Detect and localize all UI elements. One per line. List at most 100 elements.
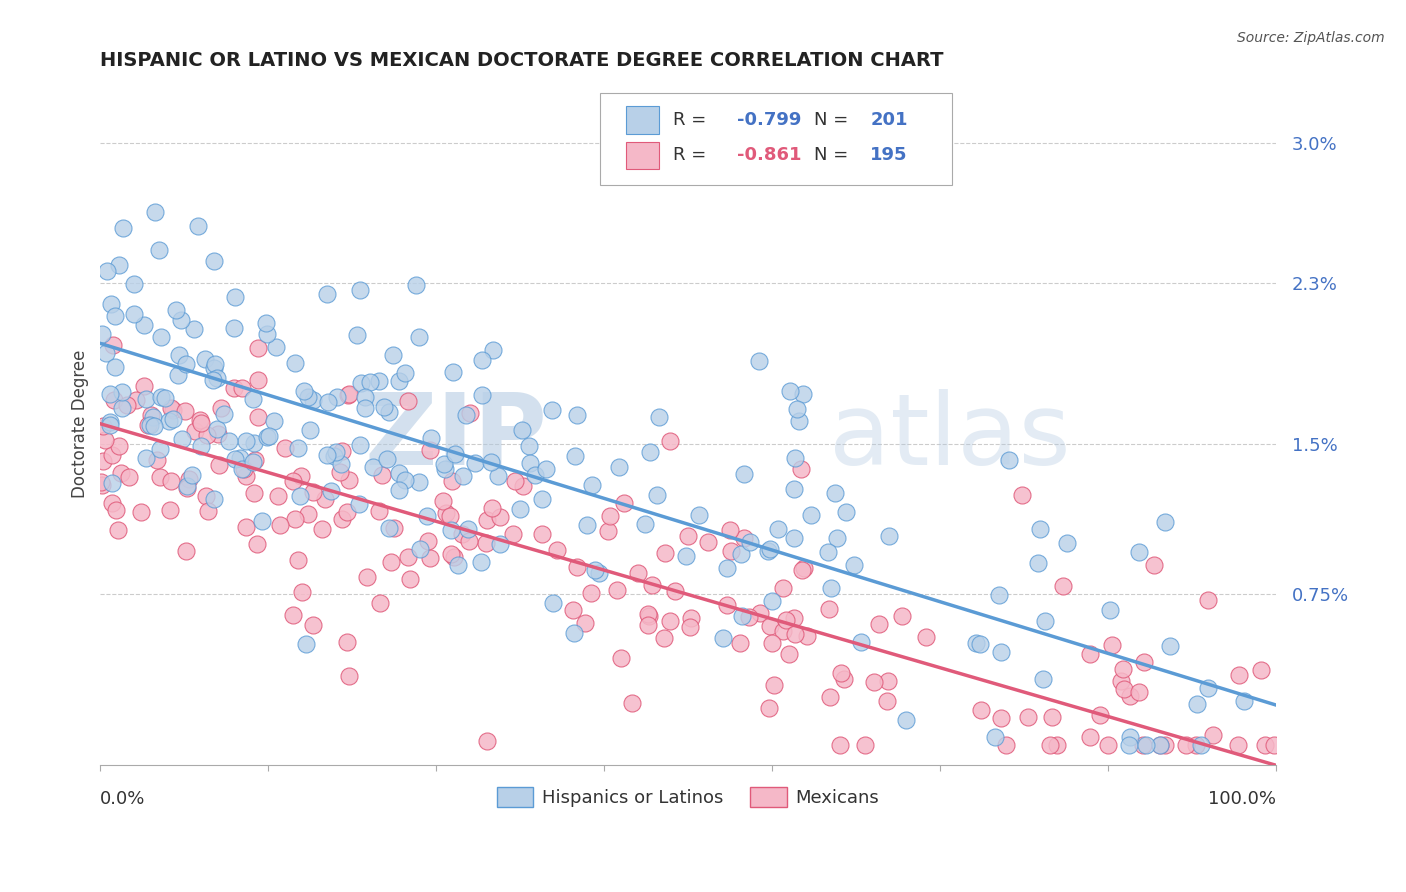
Point (98, 417, 121, 432)
Point (91, 419, 114, 434)
Point (652, 631, 675, 645)
Point (202, 361, 225, 376)
Point (818, 690, 841, 704)
Point (316, 448, 339, 462)
Point (896, 713, 918, 727)
Point (250, 514, 273, 528)
Point (146, 452, 169, 467)
Point (214, 407, 236, 421)
Point (148, 442, 170, 456)
Point (464, 456, 486, 470)
Point (101, 496, 124, 510)
Point (295, 637, 318, 651)
Point (766, 522, 789, 536)
Text: R =: R = (672, 146, 711, 164)
Point (176, 481, 198, 495)
Point (730, 547, 752, 561)
Point (118, 470, 141, 484)
Point (337, 669, 360, 683)
Point (434, 507, 457, 521)
Text: ZIP: ZIP (364, 389, 547, 486)
Point (266, 340, 288, 354)
Point (830, 666, 852, 681)
Point (1202, 728, 1225, 742)
Point (235, 520, 257, 534)
Point (274, 442, 297, 456)
Point (1099, 603, 1122, 617)
Point (419, 430, 441, 444)
Point (162, 412, 184, 426)
Point (235, 434, 257, 448)
Point (222, 380, 245, 394)
Point (267, 489, 290, 503)
Point (588, 566, 610, 580)
Point (141, 408, 163, 422)
Point (256, 326, 278, 341)
Point (378, 521, 401, 535)
Point (124, 307, 146, 321)
Point (370, 467, 392, 482)
Text: R =: R = (672, 111, 711, 129)
Point (287, 553, 309, 567)
Point (740, 535, 762, 549)
Point (579, 586, 602, 600)
Point (458, 406, 481, 420)
Point (638, 444, 661, 458)
Point (1040, 710, 1063, 724)
Point (876, 694, 898, 708)
Point (174, 357, 197, 371)
Point (382, 348, 405, 362)
Point (143, 419, 166, 434)
Point (177, 472, 200, 486)
Point (1088, 707, 1111, 722)
Point (679, 620, 702, 634)
Point (748, 354, 770, 368)
Point (454, 408, 477, 422)
Point (599, 508, 621, 523)
Point (835, 505, 858, 519)
Point (772, 624, 794, 638)
Point (117, 399, 139, 413)
Point (108, 258, 131, 272)
Point (287, 441, 309, 455)
Point (783, 450, 806, 465)
Point (297, 390, 319, 404)
Point (772, 582, 794, 596)
Point (90, 475, 112, 490)
FancyBboxPatch shape (600, 93, 952, 185)
Point (160, 401, 183, 415)
Y-axis label: Doctorate Degree: Doctorate Degree (72, 350, 89, 498)
Bar (626, 106, 658, 134)
Point (1175, 738, 1198, 752)
Point (531, 526, 554, 541)
Point (350, 376, 373, 390)
Point (202, 253, 225, 268)
Point (638, 609, 661, 624)
Point (346, 327, 368, 342)
Point (354, 390, 377, 404)
Point (349, 438, 371, 452)
Point (291, 585, 314, 599)
Point (139, 417, 162, 432)
Point (637, 618, 659, 632)
Point (1254, 738, 1277, 752)
Point (336, 505, 359, 519)
Point (877, 673, 900, 688)
Point (337, 387, 360, 401)
Point (1197, 681, 1219, 695)
Point (733, 531, 755, 545)
Point (311, 522, 333, 536)
Point (150, 390, 173, 404)
Text: HISPANIC OR LATINO VS MEXICAN DOCTORATE DEGREE CORRELATION CHART: HISPANIC OR LATINO VS MEXICAN DOCTORATE … (100, 51, 943, 70)
Point (108, 439, 131, 453)
Point (301, 392, 323, 407)
Point (637, 607, 659, 621)
Point (1143, 558, 1166, 572)
Point (676, 528, 699, 542)
Point (370, 596, 392, 610)
Point (382, 521, 405, 535)
Point (439, 509, 461, 524)
Point (489, 510, 512, 524)
Point (298, 423, 321, 437)
Point (543, 596, 565, 610)
